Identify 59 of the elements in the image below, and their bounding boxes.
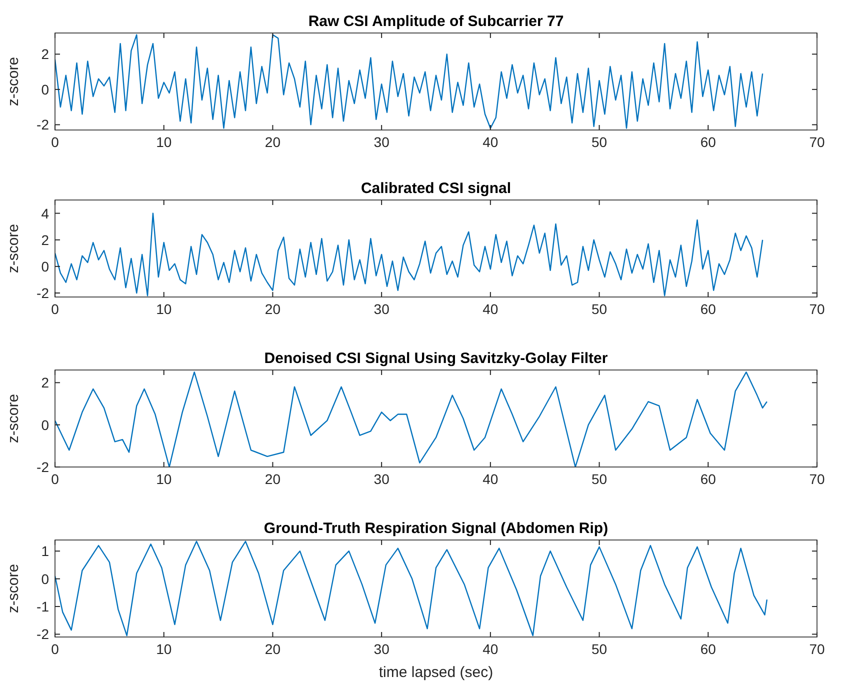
line-series: [55, 212, 764, 296]
x-tick-label: 30: [374, 471, 390, 487]
x-tick-label: 20: [264, 471, 281, 487]
x-tick-label: 40: [482, 301, 498, 317]
y-tick-label: -2: [36, 459, 50, 475]
x-axis-title: time lapsed (sec): [378, 664, 494, 681]
x-tick-label: 20: [264, 134, 281, 150]
x-tick-label: 50: [591, 134, 608, 150]
line-series: [55, 34, 764, 129]
x-tick-label: 0: [51, 134, 60, 150]
chart-title: Raw CSI Amplitude of Subcarrier 77: [308, 13, 564, 30]
x-tick-label: 10: [156, 471, 172, 487]
x-tick-label: 70: [809, 134, 825, 150]
x-tick-label: 0: [51, 471, 60, 487]
x-tick-label: 60: [700, 301, 716, 317]
chart-title: Denoised CSI Signal Using Savitzky-Golay Filter: [264, 350, 608, 367]
x-tick-label: 70: [809, 641, 825, 657]
chart-title: Ground-Truth Respiration Signal (Abdomen Rip): [264, 520, 608, 537]
line-series: [55, 372, 768, 467]
y-tick-label: 0: [41, 416, 50, 433]
y-tick-label: 0: [41, 570, 50, 587]
y-tick-label: -2: [36, 285, 50, 302]
y-tick-label: 1: [41, 543, 50, 560]
x-tick-label: 30: [374, 641, 390, 657]
x-tick-label: 70: [809, 471, 825, 487]
y-axis-title: z-score: [5, 394, 22, 444]
x-tick-label: 0: [51, 301, 60, 317]
x-tick-label: 50: [591, 471, 608, 487]
y-tick-label: 0: [41, 81, 50, 98]
y-axis-title: z-score: [5, 224, 22, 274]
x-tick-label: 40: [482, 134, 498, 150]
y-tick-label: -2: [36, 116, 50, 133]
y-tick-label: -2: [36, 626, 50, 642]
x-tick-label: 50: [591, 641, 608, 657]
y-axis-title: z-score: [5, 564, 22, 614]
y-tick-label: 0: [41, 258, 50, 274]
x-tick-label: 20: [264, 641, 281, 657]
x-tick-label: 30: [374, 301, 390, 317]
x-tick-label: 60: [700, 641, 716, 657]
x-tick-label: 10: [156, 641, 172, 657]
y-tick-label: 4: [41, 205, 50, 222]
y-tick-label: 2: [41, 232, 50, 248]
y-tick-label: -1: [36, 598, 50, 615]
y-tick-label: 2: [41, 374, 50, 391]
x-tick-label: 40: [482, 471, 498, 487]
line-series: [55, 540, 768, 636]
x-tick-label: 10: [156, 134, 172, 150]
x-tick-label: 30: [374, 134, 390, 150]
y-tick-label: 2: [41, 46, 50, 62]
x-tick-label: 20: [264, 301, 281, 317]
x-tick-label: 40: [482, 641, 498, 657]
y-axis-title: z-score: [5, 56, 22, 106]
x-tick-label: 60: [700, 471, 716, 487]
x-tick-label: 50: [591, 301, 608, 317]
chart-title: Calibrated CSI signal: [360, 180, 512, 197]
x-tick-label: 10: [156, 301, 172, 317]
x-tick-label: 60: [700, 134, 716, 150]
x-tick-label: 0: [51, 641, 60, 657]
x-tick-label: 70: [809, 301, 825, 317]
